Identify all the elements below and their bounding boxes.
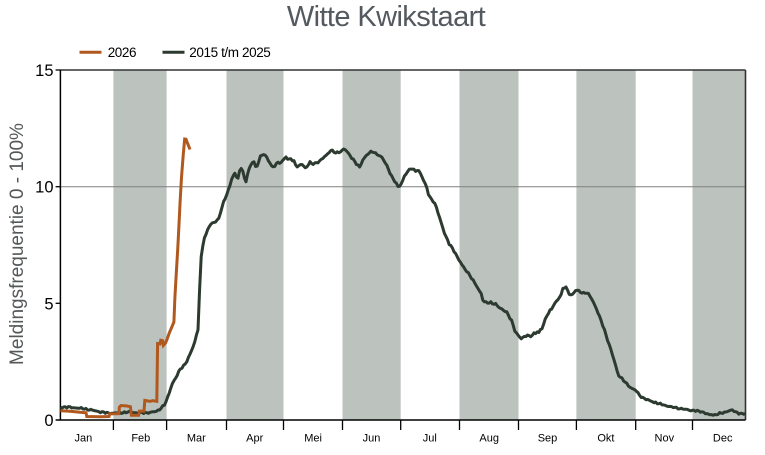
svg-text:Meldingsfrequentie 0 - 100%: Meldingsfrequentie 0 - 100% [7,123,28,365]
svg-text:Witte Kwikstaart: Witte Kwikstaart [287,1,486,33]
svg-text:2015 t/m 2025: 2015 t/m 2025 [189,45,270,60]
svg-text:2026: 2026 [108,45,136,60]
svg-text:5: 5 [44,295,53,313]
svg-text:Feb: Feb [131,433,150,445]
svg-text:Jul: Jul [423,433,437,445]
svg-text:Jun: Jun [363,433,381,445]
svg-text:15: 15 [35,62,53,80]
svg-text:Sep: Sep [538,433,558,445]
svg-text:Dec: Dec [713,433,733,445]
svg-text:Mar: Mar [187,433,206,445]
svg-text:10: 10 [35,179,53,197]
svg-text:Apr: Apr [246,433,263,445]
svg-text:Jan: Jan [75,433,93,445]
svg-text:Nov: Nov [655,433,675,445]
svg-text:Aug: Aug [479,433,499,445]
svg-text:Mei: Mei [304,433,322,445]
svg-text:Okt: Okt [597,433,614,445]
svg-text:0: 0 [44,412,53,430]
